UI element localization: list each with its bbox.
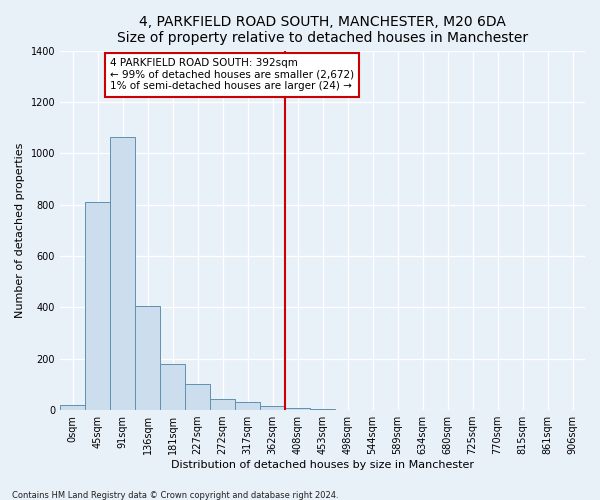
Bar [310, 409, 335, 410]
Bar [85, 202, 110, 410]
Bar [60, 405, 85, 410]
Bar [110, 136, 135, 410]
Bar [285, 408, 310, 410]
Title: 4, PARKFIELD ROAD SOUTH, MANCHESTER, M20 6DA
Size of property relative to detach: 4, PARKFIELD ROAD SOUTH, MANCHESTER, M20… [117, 15, 528, 45]
Bar [210, 398, 235, 410]
Text: Contains HM Land Registry data © Crown copyright and database right 2024.: Contains HM Land Registry data © Crown c… [12, 490, 338, 500]
X-axis label: Distribution of detached houses by size in Manchester: Distribution of detached houses by size … [171, 460, 474, 470]
Y-axis label: Number of detached properties: Number of detached properties [15, 142, 25, 318]
Bar [235, 402, 260, 410]
Bar [185, 384, 210, 410]
Text: 4 PARKFIELD ROAD SOUTH: 392sqm
← 99% of detached houses are smaller (2,672)
1% o: 4 PARKFIELD ROAD SOUTH: 392sqm ← 99% of … [110, 58, 354, 92]
Bar [160, 364, 185, 410]
Bar [260, 406, 285, 410]
Bar [135, 306, 160, 410]
